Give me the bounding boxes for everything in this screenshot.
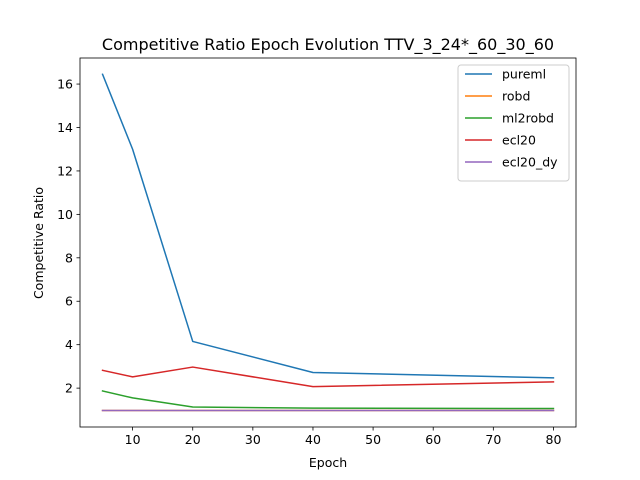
legend-label-pureml: pureml [502,67,546,82]
y-axis-label: Competitive Ratio [31,187,46,299]
y-tick-label: 6 [65,294,73,309]
x-tick-label: 50 [365,432,381,447]
legend-label-ecl20_dy: ecl20_dy [502,155,558,170]
x-tick-label: 60 [425,432,441,447]
y-tick-label: 14 [57,120,73,135]
x-tick-label: 30 [245,432,261,447]
plot-frame [79,57,577,428]
series-line-pureml [101,73,555,379]
x-tick-label: 40 [305,432,321,447]
y-tick-label: 4 [65,337,73,352]
plot-area: 10 20 30 40 50 60 70 80 2 4 6 8 10 12 14 16 pureml robd ml… [57,57,577,447]
legend: pureml robd ml2robd ecl20 ecl20_dy [457,64,570,182]
series-line-ecl20 [101,366,555,388]
y-tick-label: 2 [65,381,73,396]
y-tick-label: 12 [57,163,73,178]
x-tick-label: 10 [125,432,141,447]
series-line-ml2robd [101,390,555,410]
legend-box [457,64,570,182]
y-tick-label: 10 [57,207,73,222]
legend-label-ml2robd: ml2robd [502,111,554,126]
y-tick-label: 16 [57,77,73,92]
y-tick-label: 8 [65,250,73,265]
x-axis-label: Epoch [309,455,347,470]
x-tick-label: 70 [485,432,501,447]
chart-title: Competitive Ratio Epoch Evolution TTV_3_… [102,35,554,55]
x-tick-label: 20 [185,432,201,447]
legend-label-robd: robd [502,89,530,104]
legend-label-ecl20: ecl20 [502,133,536,148]
x-tick-label: 80 [546,432,562,447]
